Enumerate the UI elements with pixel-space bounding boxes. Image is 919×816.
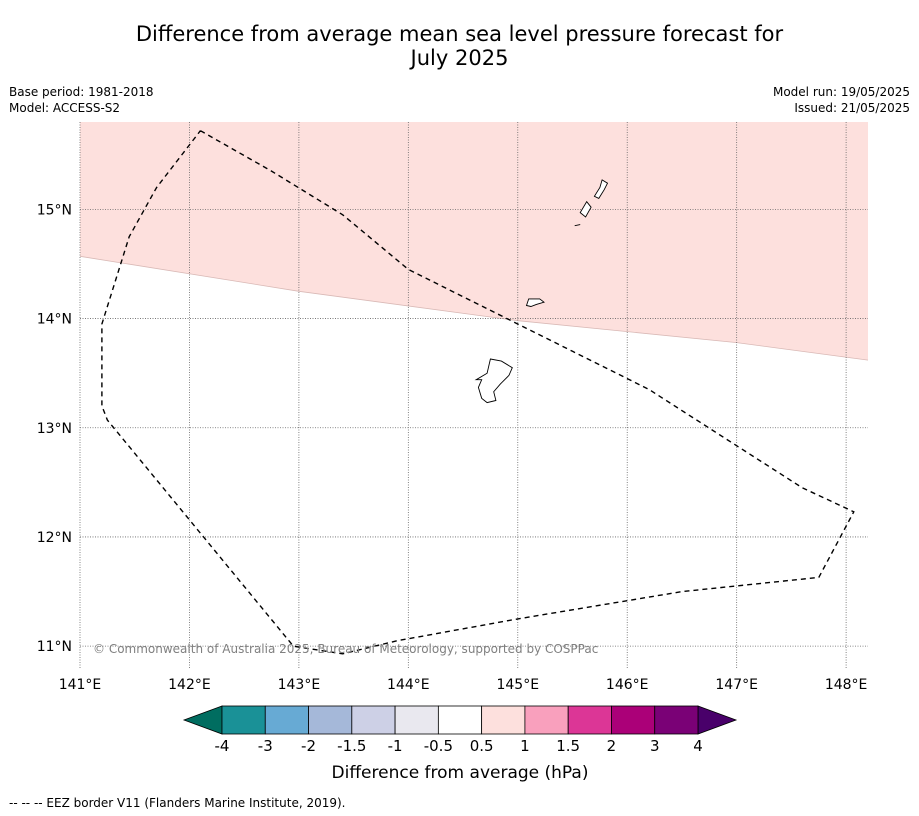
lon-tick-label: 147°E — [715, 677, 758, 693]
colorbar-swatch — [437, 705, 483, 735]
chart-title: Difference from average mean sea level p… — [0, 22, 919, 70]
colorbar-swatch — [221, 705, 266, 735]
colorbar-tick-label: -3 — [258, 737, 273, 755]
model-text: Model: ACCESS-S2 — [9, 101, 121, 115]
lon-tick-label: 142°E — [168, 677, 211, 693]
lon-tick-label: 141°E — [59, 677, 102, 693]
colorbar-tick-label: 0.5 — [470, 737, 494, 755]
colorbar-swatch — [308, 705, 353, 735]
lon-tick-label: 148°E — [825, 677, 868, 693]
copyright-text: © Commonwealth of Australia 2025, Bureau… — [93, 642, 598, 656]
colorbar-under-arrow — [182, 705, 223, 735]
colorbar-tick-label: 1 — [520, 737, 530, 755]
lat-tick-label: 11°N — [37, 639, 72, 655]
colorbar-tick-label: 3 — [650, 737, 660, 755]
island-guam — [474, 358, 513, 404]
colorbar-swatch — [481, 705, 526, 735]
island-saipan — [593, 179, 609, 199]
colorbar-over-arrow — [697, 705, 738, 735]
colorbar-tick-label: 2 — [607, 737, 617, 755]
lon-tick-label: 145°E — [496, 677, 539, 693]
model-run-text: Model run: 19/05/2025 — [772, 85, 910, 99]
colorbar: -4 -3 -2 -1.5 -1 -0.5 0.5 1 1.5 2 3 4 Difference fro… — [182, 705, 738, 783]
issued-text: Issued: 21/05/2025 — [794, 101, 910, 115]
colorbar-swatch — [394, 705, 439, 735]
base-period-text: Base period: 1981-2018 — [9, 85, 154, 99]
eez-legend-note: -- -- -- EEZ border V11 (Flanders Marine… — [9, 796, 346, 810]
lat-tick-label: 14°N — [37, 312, 72, 328]
lon-tick-label: 144°E — [387, 677, 430, 693]
lat-tick-label: 13°N — [37, 421, 72, 437]
meta-right: Model run: 19/05/2025 Issued: 21/05/2025 — [773, 84, 910, 116]
island-rota — [525, 298, 545, 307]
colorbar-tick-label: -1 — [388, 737, 403, 755]
island-aguijan — [574, 224, 581, 227]
colorbar-tick-label: 1.5 — [556, 737, 580, 755]
colorbar-tick-label: 4 — [693, 737, 703, 755]
eez-border — [101, 130, 855, 655]
pressure-anomaly-area — [80, 122, 868, 361]
colorbar-swatch — [524, 705, 569, 735]
colorbar-tick-label: -1.5 — [337, 737, 366, 755]
lon-tick-label: 146°E — [606, 677, 649, 693]
title-line-2: July 2025 — [410, 46, 509, 70]
map-canvas: 141°E 142°E 143°E 144°E 145°E 146°E 147°E 148°E… — [37, 122, 869, 693]
colorbar-swatch — [351, 705, 396, 735]
lon-tick-label: 143°E — [278, 677, 321, 693]
colorbar-swatch — [264, 705, 309, 735]
colorbar-tick-label: -2 — [301, 737, 316, 755]
lat-tick-label: 12°N — [37, 530, 72, 546]
colorbar-tick-label: -4 — [215, 737, 230, 755]
title-line-1: Difference from average mean sea level p… — [135, 22, 784, 46]
anomaly-contour-line — [79, 255, 869, 361]
colorbar-swatch — [611, 705, 656, 735]
meta-left: Base period: 1981-2018 Model: ACCESS-S2 — [9, 84, 154, 116]
colorbar-label: Difference from average (hPa) — [332, 763, 589, 783]
lat-tick-label: 15°N — [37, 202, 72, 218]
colorbar-swatch — [654, 705, 699, 735]
colorbar-tick-label: -0.5 — [424, 737, 453, 755]
colorbar-swatch — [567, 705, 612, 735]
island-tinian — [579, 200, 592, 218]
